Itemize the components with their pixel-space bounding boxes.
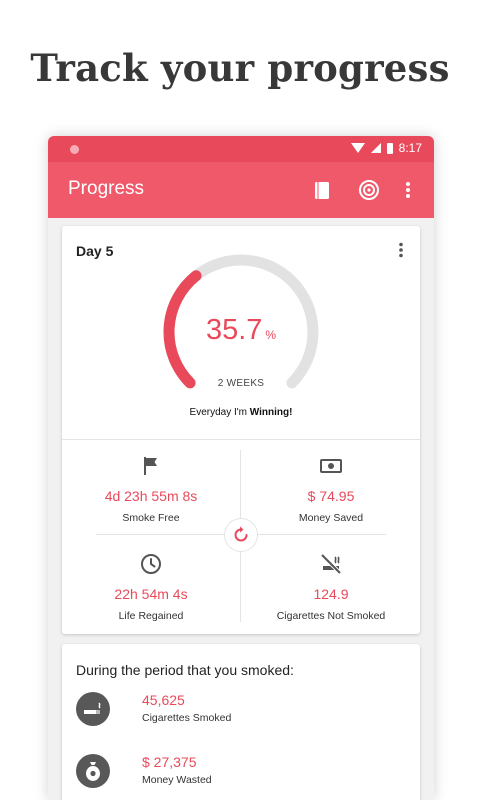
journal-icon[interactable] xyxy=(310,178,334,202)
percent-value: 35.7 xyxy=(205,314,263,346)
stat-value: $ 74.95 xyxy=(307,488,355,504)
motto-emphasis: Winning! xyxy=(249,407,293,418)
smoked-period-title: During the period that you smoked: xyxy=(76,662,294,678)
progress-gauge xyxy=(163,254,319,389)
row-value: $ 27,375 xyxy=(142,754,197,770)
clock-icon xyxy=(62,552,240,576)
stat-cigarettes-not-smoked: 124.9 Cigarettes Not Smoked xyxy=(242,552,420,622)
stat-value: 124.9 xyxy=(313,586,349,602)
progress-percent: 35.7% xyxy=(62,314,420,347)
stat-value: 4d 23h 55m 8s xyxy=(104,488,198,504)
status-time: 8:17 xyxy=(398,141,422,155)
stat-label: Life Regained xyxy=(118,610,184,622)
card-overflow-menu-icon[interactable] xyxy=(398,242,404,260)
divider xyxy=(62,439,420,440)
list-item: $ 27,375 Money Wasted xyxy=(76,754,406,794)
reset-button[interactable] xyxy=(224,518,258,552)
stat-smoke-free: 4d 23h 55m 8s Smoke Free xyxy=(62,454,240,524)
list-item: 45,625 Cigarettes Smoked xyxy=(76,692,406,732)
app-bar-title: Progress xyxy=(68,178,145,199)
motto-prefix: Everyday I'm xyxy=(189,407,250,418)
signal-icon xyxy=(370,143,381,153)
overflow-menu-icon[interactable] xyxy=(396,178,420,202)
stat-label: Money Saved xyxy=(298,512,364,524)
page-headline: Track your progress xyxy=(30,46,450,90)
cigarette-icon xyxy=(76,692,110,726)
row-value: 45,625 xyxy=(142,692,185,708)
flag-icon xyxy=(62,454,240,478)
stat-money-saved: $ 74.95 Money Saved xyxy=(242,454,420,524)
stat-label: Smoke Free xyxy=(122,512,180,524)
notification-dot-icon xyxy=(70,145,79,154)
stat-label: Cigarettes Not Smoked xyxy=(276,610,386,622)
phone-screen: 8:17 Progress Day 5 xyxy=(48,136,434,800)
day-label: Day 5 xyxy=(76,243,114,259)
money-icon xyxy=(242,454,420,478)
wifi-icon xyxy=(350,143,365,153)
refresh-icon xyxy=(234,526,248,542)
stat-value: 22h 54m 4s xyxy=(114,586,188,602)
money-bag-icon xyxy=(76,754,110,788)
no-smoking-icon xyxy=(242,552,420,576)
status-bar: 8:17 xyxy=(48,136,434,162)
battery-icon xyxy=(386,142,393,154)
row-label: Money Wasted xyxy=(142,774,212,786)
smoked-period-card: During the period that you smoked: 45,62… xyxy=(62,644,420,800)
target-icon[interactable] xyxy=(357,178,381,202)
gauge-fill xyxy=(163,270,202,389)
row-label: Cigarettes Smoked xyxy=(142,712,232,724)
progress-card: Day 5 35.7% 2 WEEKS Everyday I'm Winning… xyxy=(62,226,420,634)
period-label: 2 WEEKS xyxy=(217,378,265,389)
stat-life-regained: 22h 54m 4s Life Regained xyxy=(62,552,240,622)
app-bar: Progress xyxy=(48,162,434,218)
percent-unit: % xyxy=(265,328,277,342)
motto-text: Everyday I'm Winning! xyxy=(62,407,420,418)
